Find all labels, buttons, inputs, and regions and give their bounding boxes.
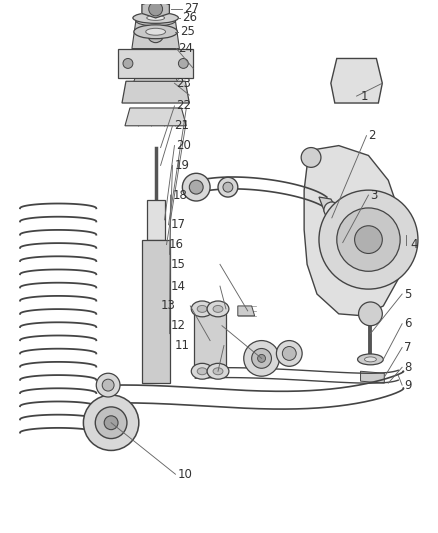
Text: 7: 7 (404, 341, 412, 354)
Ellipse shape (191, 301, 213, 317)
Polygon shape (360, 372, 384, 383)
Polygon shape (147, 200, 165, 240)
Text: 23: 23 (177, 77, 191, 90)
Text: 27: 27 (184, 3, 199, 15)
Circle shape (258, 354, 265, 362)
Circle shape (149, 2, 162, 16)
Circle shape (359, 302, 382, 326)
Circle shape (252, 349, 272, 368)
Polygon shape (304, 146, 406, 316)
Circle shape (218, 177, 238, 197)
Text: 19: 19 (174, 159, 190, 172)
Circle shape (83, 395, 139, 450)
Text: 11: 11 (174, 339, 190, 352)
Text: 18: 18 (173, 189, 187, 201)
Polygon shape (331, 59, 382, 103)
Ellipse shape (191, 364, 213, 379)
Ellipse shape (207, 364, 229, 379)
Text: 12: 12 (170, 319, 186, 332)
Circle shape (189, 180, 203, 194)
Text: 22: 22 (177, 100, 191, 112)
Text: 1: 1 (360, 90, 368, 102)
Circle shape (355, 226, 382, 254)
Ellipse shape (197, 368, 207, 375)
Text: 25: 25 (180, 25, 195, 38)
Circle shape (123, 59, 133, 68)
Text: 10: 10 (177, 467, 192, 481)
Text: 8: 8 (404, 361, 411, 374)
Text: 16: 16 (169, 238, 184, 251)
Text: 5: 5 (404, 288, 411, 301)
Circle shape (178, 59, 188, 68)
Ellipse shape (133, 12, 178, 23)
Circle shape (102, 379, 114, 391)
Circle shape (324, 202, 340, 218)
Circle shape (95, 407, 127, 439)
Text: 4: 4 (410, 238, 417, 251)
Ellipse shape (321, 238, 343, 247)
Text: 9: 9 (404, 378, 412, 392)
Polygon shape (142, 0, 170, 18)
Polygon shape (319, 197, 337, 213)
Polygon shape (142, 240, 170, 383)
Text: 24: 24 (178, 42, 194, 55)
Polygon shape (122, 81, 189, 103)
Circle shape (319, 190, 418, 289)
Ellipse shape (134, 25, 177, 39)
Text: 13: 13 (161, 300, 176, 312)
Text: 3: 3 (371, 189, 378, 201)
Polygon shape (194, 309, 226, 373)
Text: 15: 15 (170, 258, 185, 271)
Ellipse shape (136, 16, 176, 26)
Circle shape (148, 27, 163, 43)
Text: 17: 17 (170, 219, 186, 231)
Ellipse shape (364, 357, 376, 362)
Circle shape (276, 341, 302, 366)
Ellipse shape (357, 354, 383, 365)
Text: 14: 14 (170, 280, 186, 293)
Circle shape (182, 173, 210, 201)
Text: 21: 21 (174, 119, 190, 132)
Text: 2: 2 (368, 129, 376, 142)
Text: 26: 26 (182, 11, 198, 25)
Circle shape (337, 208, 400, 271)
Ellipse shape (207, 301, 229, 317)
Polygon shape (134, 71, 177, 81)
Polygon shape (238, 306, 254, 316)
Polygon shape (132, 21, 180, 49)
Circle shape (283, 346, 296, 360)
Circle shape (244, 341, 279, 376)
Circle shape (104, 416, 118, 430)
Polygon shape (125, 108, 186, 126)
Text: 6: 6 (404, 317, 412, 330)
Ellipse shape (197, 305, 207, 312)
Ellipse shape (146, 28, 166, 35)
Circle shape (223, 182, 233, 192)
Text: 20: 20 (177, 139, 191, 152)
Polygon shape (118, 49, 193, 78)
Ellipse shape (213, 368, 223, 375)
Ellipse shape (147, 15, 165, 20)
Circle shape (301, 148, 321, 167)
Ellipse shape (213, 305, 223, 312)
Circle shape (96, 373, 120, 397)
